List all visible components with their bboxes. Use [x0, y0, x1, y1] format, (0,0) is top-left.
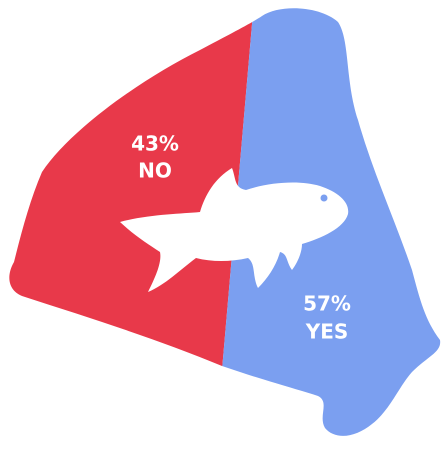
category-label: NO: [138, 159, 172, 183]
category-label: YES: [305, 320, 349, 344]
fish: [120, 168, 349, 292]
value-label: 43%: [131, 132, 179, 156]
value-label: 57%: [303, 292, 351, 316]
